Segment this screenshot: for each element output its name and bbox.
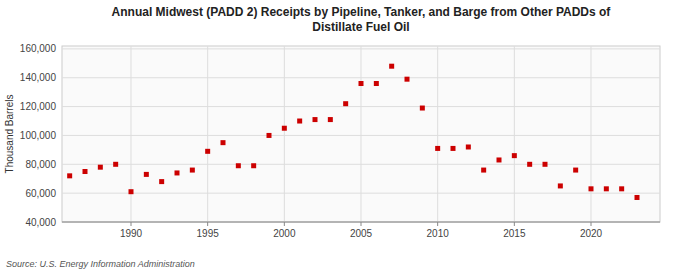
y-tick-label: 80,000 [25,159,56,170]
data-point: 2008: 139000 [405,77,410,82]
y-tick-label: 100,000 [20,130,57,141]
y-tick-label: 120,000 [20,101,57,112]
data-point: 2021: 63000 [604,186,609,191]
x-grid-line [207,46,208,222]
data-point: 1997: 79000 [236,163,241,168]
x-grid-line [437,46,438,222]
data-point: 2003: 111000 [328,117,333,122]
y-axis-label: Thousand Barrels [4,95,15,174]
source-note: Source: U.S. Energy Information Administ… [6,259,195,269]
title-line: Annual Midwest (PADD 2) Receipts by Pipe… [112,5,612,19]
data-point: 1988: 78000 [98,165,103,170]
y-tick-label: 60,000 [25,188,56,199]
data-point: 2018: 65000 [558,183,563,188]
data-point: 1986: 72000 [67,173,72,178]
x-tick [207,222,208,226]
points: 1986: 72000 1987: 75000 1988: 78000 1989: 8… [67,64,639,200]
x-tick-label: 1990 [120,228,143,239]
data-point: 2001: 110000 [297,119,302,124]
data-point: 2005: 136000 [359,81,364,86]
data-point: 1996: 95000 [221,140,226,145]
x-grid-line [591,46,592,222]
x-grid-line [361,46,362,222]
x-tick [361,222,362,226]
x-tick-label: 2000 [273,228,296,239]
data-point: 2017: 80000 [543,162,548,167]
data-point: 1995: 89000 [205,149,210,154]
data-point: 2011: 91000 [451,146,456,151]
chart-container: Annual Midwest (PADD 2) Receipts by Pipe… [0,0,675,275]
data-point: 2022: 63000 [619,186,624,191]
title-line: Distillate Fuel Oil [312,20,409,34]
data-point: 2012: 92000 [466,144,471,149]
data-point: 2004: 122000 [343,101,348,106]
x-tick-label: 2020 [580,228,603,239]
x-grid-line [131,46,132,222]
data-point: 2015: 86000 [512,153,517,158]
x-tick-label: 2005 [350,228,373,239]
x-grid-line [284,46,285,222]
data-point: 2013: 76000 [481,168,486,173]
data-point: 2014: 83000 [497,157,502,162]
x-tick [437,222,438,226]
x-tick [514,222,515,226]
data-point: 2016: 80000 [527,162,532,167]
y-grid-line [62,222,660,223]
x-tick [591,222,592,226]
data-point: 1999: 100000 [267,133,272,138]
data-point: 1989: 80000 [113,162,118,167]
data-point: 1987: 75000 [83,169,88,174]
x-axis-line [62,222,660,223]
x-tick-label: 2015 [503,228,526,239]
chart-title: Annual Midwest (PADD 2) Receipts by Pipe… [112,5,612,34]
data-point: 2002: 111000 [313,117,318,122]
data-point: 2000: 105000 [282,126,287,131]
y-tick-label: 140,000 [20,72,57,83]
x-tick-label: 2010 [427,228,450,239]
x-grid-line [514,46,515,222]
chart-svg: Annual Midwest (PADD 2) Receipts by Pipe… [0,0,675,275]
data-point: 1994: 76000 [190,168,195,173]
x-tick [131,222,132,226]
y-tick-label: 40,000 [25,217,56,228]
data-point: 2019: 76000 [573,168,578,173]
data-point: 1991: 73000 [144,172,149,177]
data-point: 2023: 57000 [635,195,640,200]
data-point: 1998: 79000 [251,163,256,168]
x-tick-label: 1995 [197,228,220,239]
data-point: 2006: 136000 [374,81,379,86]
data-point: 2007: 148000 [389,64,394,69]
x-tick [284,222,285,226]
data-point: 2009: 119000 [420,106,425,111]
data-point: 1992: 68000 [159,179,164,184]
data-point: 1990: 61000 [129,189,134,194]
data-point: 1993: 74000 [175,170,180,175]
data-point: 2020: 63000 [589,186,594,191]
data-point: 2010: 91000 [435,146,440,151]
plot-frame [62,46,660,222]
grid [62,46,660,222]
axes: 40,000 60,000 80,000 100,000 120,000 140,000 1… [20,43,660,239]
y-tick-label: 160,000 [20,43,57,54]
